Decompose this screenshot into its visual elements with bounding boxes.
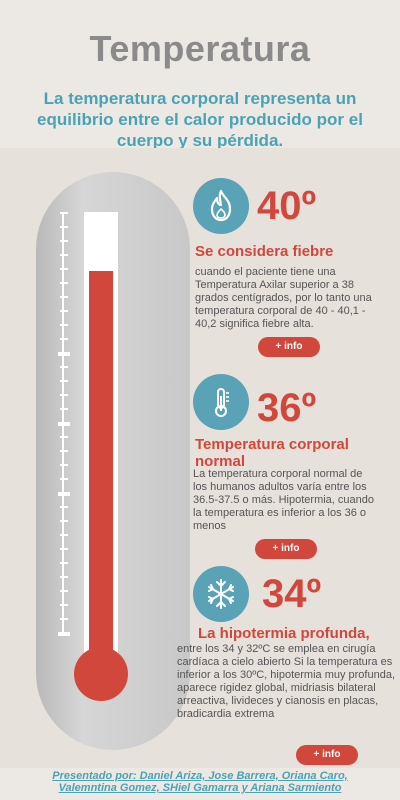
info-button-normal[interactable]: + info (255, 539, 317, 559)
temp-value-34: 34º (262, 572, 322, 616)
scale-tick (60, 394, 68, 396)
scale-tick (60, 338, 68, 340)
section-heading-fever: Se considera fiebre (195, 243, 334, 260)
credits-line-2: Valemntina Gomez, SHiel Gamarra y Ariana… (58, 782, 342, 794)
fire-icon (193, 178, 249, 234)
scale-tick (60, 618, 68, 620)
scale-tick (60, 366, 68, 368)
scale-tick (60, 534, 68, 536)
thermometer-bulb (74, 647, 128, 701)
section-heading-hypothermia: La hipotermia profunda, (198, 625, 370, 642)
scale-tick-major (58, 492, 70, 496)
page-subtitle: La temperatura corporal representa un eq… (37, 89, 363, 150)
scale-tick (60, 240, 68, 242)
scale-tick (60, 450, 68, 452)
scale-tick (60, 310, 68, 312)
scale-tick (60, 226, 68, 228)
scale-tick (60, 590, 68, 592)
scale-tick (60, 324, 68, 326)
scale-tick (60, 212, 68, 214)
scale-tick (60, 380, 68, 382)
scale-tick (60, 254, 68, 256)
info-button-hypothermia[interactable]: + info (296, 745, 358, 765)
page-title: Temperatura (89, 28, 311, 69)
scale-tick-major (58, 422, 70, 426)
scale-tick (60, 562, 68, 564)
scale-tick (60, 506, 68, 508)
scale-tick (60, 268, 68, 270)
scale-tick (60, 408, 68, 410)
section-heading-normal: Temperatura corporal normal (195, 436, 349, 470)
info-button-fever[interactable]: + info (258, 337, 320, 357)
thermometer-mercury (89, 271, 113, 671)
scale-tick (60, 296, 68, 298)
credits-line-1: Presentado por: Daniel Ariza, Jose Barre… (52, 770, 348, 782)
section-body-normal: La temperatura corporal normal de los hu… (193, 468, 374, 532)
scale-tick (60, 548, 68, 550)
scale-tick (60, 604, 68, 606)
snowflake-icon (193, 566, 249, 622)
temp-value-36: 36º (257, 386, 317, 430)
scale-tick-major (58, 632, 70, 636)
scale-tick (60, 576, 68, 578)
scale-tick (60, 478, 68, 480)
thermometer-scale (58, 212, 70, 636)
scale-tick-major (58, 352, 70, 356)
thermometer-icon (193, 374, 249, 430)
header: Temperatura La temperatura corporal repr… (0, 0, 400, 150)
section-body-fever: cuando el paciente tiene una Temperatura… (195, 266, 372, 330)
scale-tick (60, 282, 68, 284)
temp-value-40: 40º (257, 184, 317, 228)
scale-tick (60, 520, 68, 522)
scale-tick (60, 436, 68, 438)
section-body-hypothermia: entre los 34 y 32ºC se emplea en cirugía… (177, 643, 396, 720)
scale-tick (60, 464, 68, 466)
credits-footer: Presentado por: Daniel Ariza, Jose Barre… (0, 770, 400, 794)
